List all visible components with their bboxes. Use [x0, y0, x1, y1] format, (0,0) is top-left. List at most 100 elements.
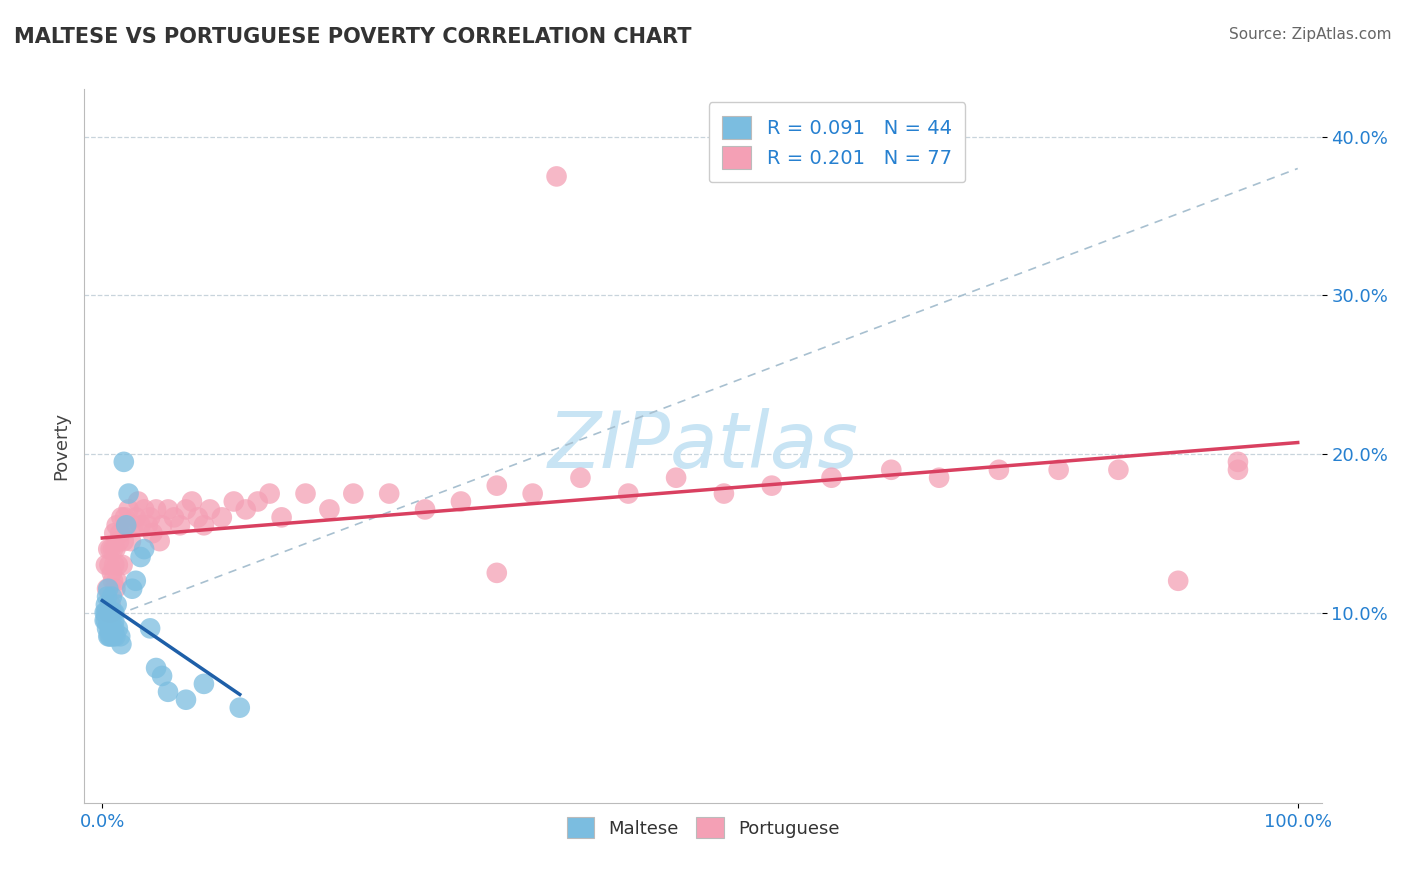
- Point: [125, 510, 148, 524]
- Point: [105, 574, 128, 588]
- Point: [880, 463, 903, 477]
- Point: [665, 471, 688, 485]
- Point: [761, 478, 783, 492]
- Point: [1107, 463, 1129, 477]
- Point: [117, 502, 139, 516]
- Point: [193, 677, 215, 691]
- Text: MALTESE VS PORTUGUESE POVERTY CORRELATION CHART: MALTESE VS PORTUGUESE POVERTY CORRELATIO…: [14, 27, 692, 46]
- Point: [1226, 463, 1249, 477]
- Point: [485, 566, 508, 580]
- Point: [294, 486, 316, 500]
- Point: [105, 598, 128, 612]
- Point: [121, 582, 143, 596]
- Point: [174, 502, 197, 516]
- Point: [259, 486, 281, 500]
- Point: [101, 621, 124, 635]
- Point: [98, 621, 121, 635]
- Point: [101, 566, 124, 580]
- Point: [129, 518, 152, 533]
- Point: [98, 558, 121, 572]
- Point: [174, 692, 197, 706]
- Point: [97, 606, 120, 620]
- Point: [103, 621, 125, 635]
- Point: [98, 606, 121, 620]
- Point: [98, 606, 121, 620]
- Point: [229, 700, 252, 714]
- Point: [97, 614, 120, 628]
- Point: [110, 510, 132, 524]
- Point: [101, 606, 124, 620]
- Point: [94, 614, 117, 628]
- Point: [569, 471, 592, 485]
- Point: [100, 542, 122, 557]
- Point: [108, 534, 131, 549]
- Point: [145, 502, 167, 516]
- Point: [100, 598, 122, 612]
- Point: [104, 582, 127, 596]
- Y-axis label: Poverty: Poverty: [52, 412, 70, 480]
- Point: [270, 510, 292, 524]
- Point: [98, 629, 121, 643]
- Point: [96, 582, 118, 596]
- Point: [136, 518, 159, 533]
- Point: [103, 526, 125, 541]
- Point: [117, 486, 139, 500]
- Point: [134, 542, 156, 557]
- Point: [139, 510, 162, 524]
- Point: [450, 494, 472, 508]
- Point: [378, 486, 401, 500]
- Point: [318, 502, 340, 516]
- Point: [94, 606, 117, 620]
- Point: [112, 534, 135, 549]
- Point: [110, 526, 132, 541]
- Point: [103, 606, 125, 620]
- Point: [546, 169, 568, 184]
- Point: [134, 502, 156, 516]
- Point: [103, 558, 125, 572]
- Point: [157, 502, 180, 516]
- Text: ZIPatlas: ZIPatlas: [547, 408, 859, 484]
- Point: [150, 669, 173, 683]
- Point: [96, 606, 118, 620]
- Point: [93, 614, 115, 628]
- Point: [107, 621, 129, 635]
- Legend: Maltese, Portuguese: Maltese, Portuguese: [558, 808, 848, 847]
- Point: [187, 510, 209, 524]
- Point: [157, 685, 180, 699]
- Point: [820, 471, 842, 485]
- Point: [222, 494, 245, 508]
- Point: [110, 637, 132, 651]
- Point: [522, 486, 544, 500]
- Point: [97, 582, 120, 596]
- Point: [107, 558, 129, 572]
- Point: [120, 534, 142, 549]
- Point: [101, 590, 124, 604]
- Point: [342, 486, 364, 500]
- Point: [104, 629, 127, 643]
- Point: [1226, 455, 1249, 469]
- Point: [100, 629, 122, 643]
- Point: [93, 606, 115, 620]
- Point: [101, 629, 124, 643]
- Point: [125, 574, 148, 588]
- Point: [97, 629, 120, 643]
- Point: [235, 502, 257, 516]
- Point: [101, 542, 124, 557]
- Point: [101, 606, 124, 620]
- Point: [97, 542, 120, 557]
- Point: [149, 534, 172, 549]
- Point: [246, 494, 269, 508]
- Point: [94, 558, 117, 572]
- Point: [163, 510, 186, 524]
- Point: [103, 614, 125, 628]
- Point: [100, 621, 122, 635]
- Point: [129, 549, 152, 564]
- Point: [96, 590, 118, 604]
- Point: [97, 606, 120, 620]
- Point: [193, 518, 215, 533]
- Point: [617, 486, 640, 500]
- Point: [145, 661, 167, 675]
- Point: [150, 518, 173, 533]
- Point: [110, 629, 132, 643]
- Point: [96, 621, 118, 635]
